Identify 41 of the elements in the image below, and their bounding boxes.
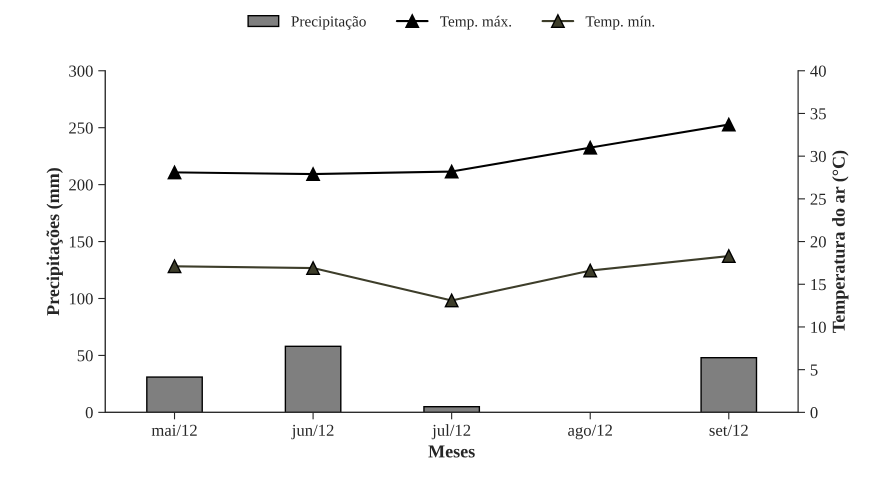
x-tick-label: ago/12: [568, 424, 612, 440]
legend-label: Temp. máx.: [440, 16, 512, 30]
point: [168, 259, 182, 274]
x-tick-label: set/12: [710, 424, 748, 436]
y2-tick-label: 5: [810, 364, 818, 376]
point: [306, 167, 320, 182]
y2-tick-label: 15: [811, 279, 826, 290]
point: [444, 164, 459, 178]
x-axis-title: Meses: [428, 446, 475, 458]
bar: [146, 376, 203, 412]
bar: [700, 357, 758, 412]
bar: [423, 406, 480, 412]
y2-tick-label: 40: [810, 65, 826, 77]
y-tick-label: 250: [69, 122, 93, 134]
point: [444, 294, 459, 308]
y-tick-label: 300: [69, 65, 93, 77]
y-tick-label: 0: [86, 407, 93, 418]
y2-tick-label: 35: [810, 108, 826, 120]
point: [168, 165, 182, 180]
y-axis-title: Precipitações (mm): [46, 168, 63, 316]
y2-axis-title: Temperatura do ar (°C): [832, 150, 848, 333]
point: [722, 249, 736, 264]
point: [722, 118, 736, 132]
point: [583, 140, 598, 155]
legend-label: Precipitação: [291, 16, 366, 30]
bar: [284, 346, 342, 412]
y-tick-label: 50: [78, 350, 93, 362]
y2-tick-label: 30: [810, 150, 826, 162]
y2-tick-label: 20: [810, 236, 826, 248]
point: [306, 261, 320, 275]
y-tick-label: 150: [70, 236, 93, 248]
y2-tick-label: 0: [810, 407, 818, 418]
y-tick-label: 200: [69, 179, 93, 191]
x-tick-label: jul/12: [432, 424, 470, 440]
x-tick-label: mai/12: [152, 424, 197, 436]
legend-label: Temp. mín.: [586, 16, 654, 30]
y-tick-label: 100: [70, 293, 93, 304]
y2-tick-label: 25: [810, 194, 826, 205]
point: [583, 264, 598, 278]
x-tick-label: jun/12: [291, 424, 334, 440]
y2-tick-label: 10: [811, 322, 826, 333]
